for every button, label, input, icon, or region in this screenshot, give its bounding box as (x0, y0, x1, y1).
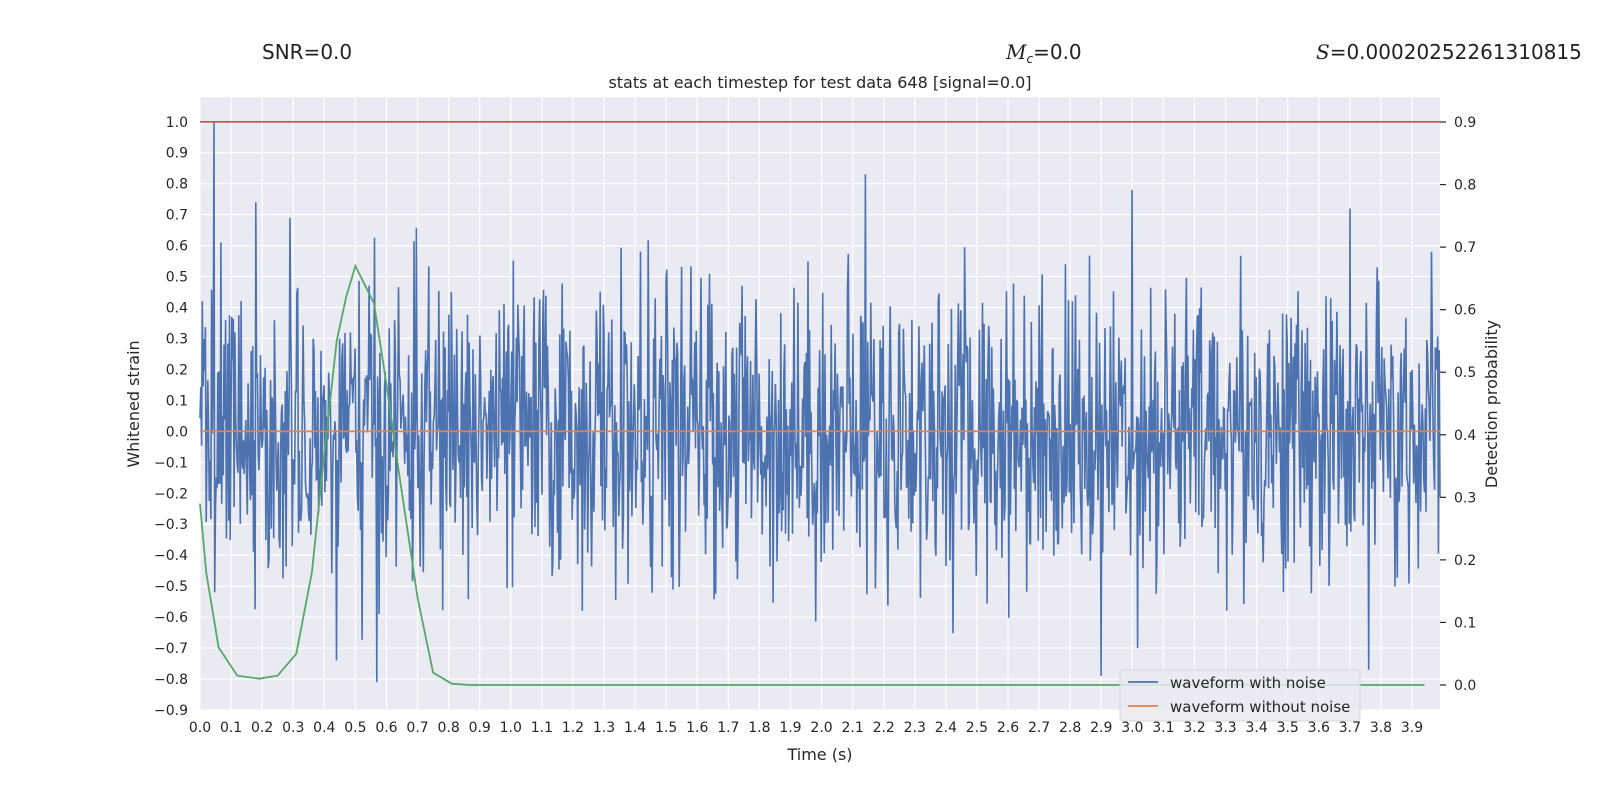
stat-symbol: S (1316, 40, 1330, 64)
y2-tick-label: 0.9 (1454, 115, 1476, 131)
x-tick-label: 0.2 (251, 720, 273, 736)
legend-box (1119, 669, 1361, 722)
x-tick-label: 3.3 (1214, 720, 1236, 736)
x-tick-label: 0.8 (437, 720, 459, 736)
y-tick-label: 0.8 (166, 177, 188, 193)
y-tick-label: 0.9 (166, 146, 188, 162)
x-tick-label: 0.3 (282, 720, 304, 736)
y-tick-label: −0.3 (154, 517, 188, 533)
x-tick-label: 2.0 (810, 720, 832, 736)
x-tick-label: 0.4 (313, 720, 335, 736)
y-tick-label: −0.8 (154, 672, 188, 688)
y-tick-label: −0.2 (154, 486, 188, 502)
stat-header: S=0.00020252261310815 (1316, 40, 1582, 64)
y2-tick-label: 0.8 (1454, 178, 1476, 194)
y-tick-label: −0.9 (154, 703, 188, 719)
x-tick-label: 0.9 (469, 720, 491, 736)
y2-axis-label: Detection probability (1482, 320, 1501, 488)
y2-tick-label: 0.7 (1454, 240, 1476, 256)
y2-tick-label: 0.6 (1454, 303, 1476, 319)
x-tick-label: 2.8 (1059, 720, 1081, 736)
y-tick-label: 0.1 (166, 393, 188, 409)
y-axis-label: Whitened strain (124, 340, 143, 467)
stat-value: =0.00020252261310815 (1329, 40, 1582, 64)
x-axis-ticks: 0.0 0.1 0.2 0.3 0.4 0.5 0.6 0.7 0.8 0.9 1.0 1.1 1.2 1… (189, 720, 1423, 736)
x-tick-label: 1.0 (500, 720, 522, 736)
x-tick-label: 2.1 (841, 720, 863, 736)
x-tick-label: 2.2 (873, 720, 895, 736)
x-tick-label: 1.8 (748, 720, 770, 736)
legend-label-without-noise: waveform without noise (1170, 698, 1350, 716)
y-tick-label: 1.0 (166, 115, 188, 131)
x-tick-label: 1.2 (562, 720, 584, 736)
x-tick-label: 2.5 (966, 720, 988, 736)
y-axis-ticks: 1.0 0.9 0.8 0.7 0.6 0.5 0.4 0.3 0.2 0.1 0.0 −0.1 −0.… (154, 115, 188, 719)
snr-value: 0.0 (320, 40, 353, 64)
x-tick-label: 2.4 (935, 720, 957, 736)
y2-tick-label: 0.0 (1454, 678, 1476, 694)
x-tick-label: 3.4 (1246, 720, 1268, 736)
y2-axis-ticks: 0.9 0.8 0.7 0.6 0.5 0.4 0.3 0.2 0.1 0.0 (1440, 115, 1476, 694)
x-tick-label: 3.1 (1152, 720, 1174, 736)
legend: waveform with noise waveform without noi… (1119, 669, 1361, 722)
x-tick-label: 0.6 (375, 720, 397, 736)
chirp-mass-value: =0.0 (1033, 40, 1082, 64)
snr-label: SNR= (262, 40, 321, 64)
y-tick-label: 0.7 (166, 208, 188, 224)
series-waveform-with-noise (199, 121, 1441, 683)
snr-header: SNR=0.0 (262, 40, 352, 64)
y-tick-label: −0.4 (154, 548, 188, 564)
y2-tick-label: 0.3 (1454, 490, 1476, 506)
legend-label-with-noise: waveform with noise (1170, 674, 1326, 692)
x-axis-label: Time (s) (786, 745, 852, 764)
y-tick-label: −0.6 (154, 610, 188, 626)
x-tick-label: 1.5 (655, 720, 677, 736)
chirp-mass-symbol: M (1006, 40, 1027, 64)
x-tick-label: 3.9 (1401, 720, 1423, 736)
x-tick-label: 3.7 (1339, 720, 1361, 736)
x-tick-label: 1.6 (686, 720, 708, 736)
chirp-mass-subscript: c (1026, 52, 1034, 66)
x-tick-label: 0.5 (344, 720, 366, 736)
series-detection-probability (199, 263, 1425, 686)
x-tick-label: 0.1 (220, 720, 242, 736)
x-tick-label: 2.3 (904, 720, 926, 736)
y-tick-label: 0.0 (166, 424, 188, 440)
y-tick-label: −0.5 (154, 579, 188, 595)
y-tick-label: 0.5 (166, 270, 188, 286)
x-tick-label: 3.0 (1121, 720, 1143, 736)
series-layer (199, 120, 1441, 686)
y-tick-label: −0.1 (154, 455, 188, 471)
y-tick-label: 0.6 (166, 239, 188, 255)
x-tick-label: 3.2 (1183, 720, 1205, 736)
y2-tick-label: 0.4 (1454, 428, 1476, 444)
x-tick-label: 0.7 (406, 720, 428, 736)
x-tick-label: 2.7 (1028, 720, 1050, 736)
x-tick-label: 1.3 (593, 720, 615, 736)
y-tick-label: 0.2 (166, 362, 188, 378)
y-tick-label: 0.3 (166, 331, 188, 347)
x-tick-label: 2.6 (997, 720, 1019, 736)
x-tick-label: 2.9 (1090, 720, 1112, 736)
x-tick-label: 1.1 (531, 720, 553, 736)
y-tick-label: 0.4 (166, 301, 188, 317)
chirp-mass-header: Mc=0.0 (1006, 40, 1082, 66)
x-tick-label: 0.0 (189, 720, 211, 736)
x-tick-label: 3.5 (1277, 720, 1299, 736)
x-tick-label: 1.9 (779, 720, 801, 736)
chart-title: stats at each timestep for test data 648… (608, 73, 1031, 92)
y2-tick-label: 0.5 (1454, 365, 1476, 381)
x-tick-label: 1.7 (717, 720, 739, 736)
y2-tick-label: 0.2 (1454, 553, 1476, 569)
x-tick-label: 3.6 (1308, 720, 1330, 736)
x-tick-label: 3.8 (1370, 720, 1392, 736)
y2-tick-label: 0.1 (1454, 615, 1476, 631)
y-tick-label: −0.7 (154, 641, 188, 657)
x-tick-label: 1.4 (624, 720, 646, 736)
